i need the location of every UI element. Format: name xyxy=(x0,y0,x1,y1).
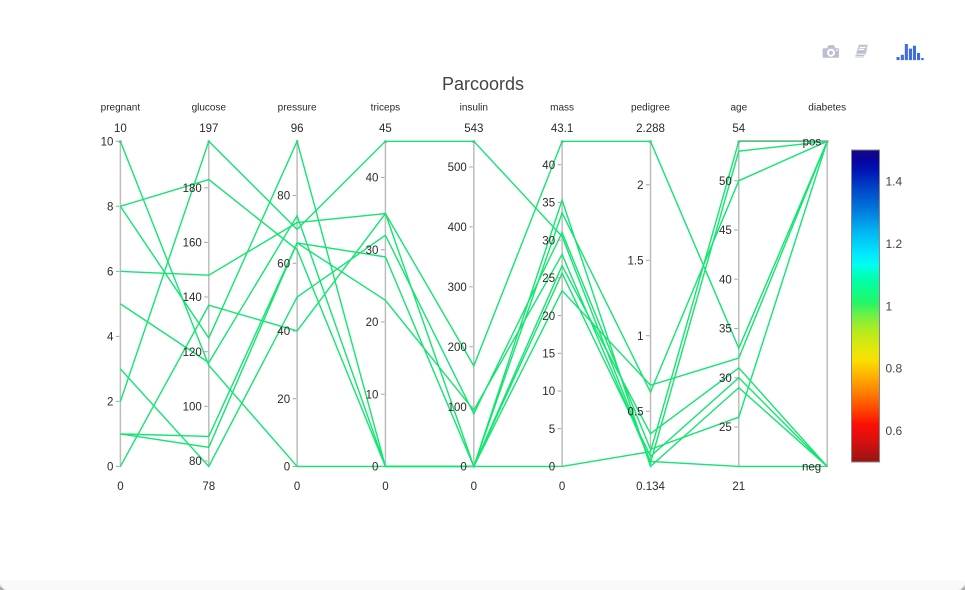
svg-text:glucose: glucose xyxy=(192,103,227,114)
svg-text:0: 0 xyxy=(372,462,378,474)
svg-text:80: 80 xyxy=(277,191,290,203)
svg-text:pedigree: pedigree xyxy=(631,103,670,114)
svg-text:500: 500 xyxy=(448,162,467,174)
svg-text:40: 40 xyxy=(542,160,555,172)
svg-text:20: 20 xyxy=(277,394,290,406)
svg-text:78: 78 xyxy=(202,481,215,493)
svg-text:35: 35 xyxy=(542,198,555,210)
svg-text:543: 543 xyxy=(464,123,483,135)
svg-text:200: 200 xyxy=(448,342,467,354)
svg-text:54: 54 xyxy=(732,123,745,135)
svg-text:30: 30 xyxy=(719,373,732,385)
svg-text:triceps: triceps xyxy=(371,103,400,114)
svg-text:100: 100 xyxy=(448,402,467,414)
svg-text:neg: neg xyxy=(802,462,821,474)
svg-text:45: 45 xyxy=(719,225,732,237)
svg-text:45: 45 xyxy=(379,123,392,135)
svg-text:40: 40 xyxy=(277,326,290,338)
svg-text:6: 6 xyxy=(107,267,113,279)
svg-text:30: 30 xyxy=(542,235,555,247)
svg-text:10: 10 xyxy=(542,386,555,398)
svg-text:100: 100 xyxy=(183,402,202,414)
svg-text:4: 4 xyxy=(107,332,114,344)
svg-text:mass: mass xyxy=(550,103,574,114)
svg-text:197: 197 xyxy=(199,123,218,135)
svg-text:0: 0 xyxy=(294,481,300,493)
svg-text:180: 180 xyxy=(183,183,202,195)
svg-text:60: 60 xyxy=(277,258,290,270)
svg-text:40: 40 xyxy=(366,173,379,185)
svg-text:0: 0 xyxy=(471,481,477,493)
svg-text:pos: pos xyxy=(803,137,822,149)
svg-text:10: 10 xyxy=(114,123,127,135)
svg-text:140: 140 xyxy=(183,292,202,304)
svg-text:0: 0 xyxy=(549,462,555,474)
svg-text:120: 120 xyxy=(183,347,202,359)
svg-text:40: 40 xyxy=(719,274,732,286)
svg-text:10: 10 xyxy=(101,137,114,149)
svg-text:10: 10 xyxy=(366,389,379,401)
svg-text:0.5: 0.5 xyxy=(628,406,644,418)
svg-text:Parcoords: Parcoords xyxy=(442,74,524,94)
svg-text:age: age xyxy=(730,103,747,114)
svg-text:2: 2 xyxy=(637,180,643,192)
svg-text:1.5: 1.5 xyxy=(628,255,644,267)
svg-text:20: 20 xyxy=(542,311,555,323)
svg-text:0: 0 xyxy=(460,462,466,474)
svg-text:1.2: 1.2 xyxy=(886,237,903,251)
svg-text:8: 8 xyxy=(107,202,113,214)
svg-text:30: 30 xyxy=(366,245,379,257)
svg-text:0: 0 xyxy=(284,462,290,474)
svg-text:2.288: 2.288 xyxy=(636,123,665,135)
svg-text:0: 0 xyxy=(117,481,123,493)
svg-text:50: 50 xyxy=(719,176,732,188)
svg-text:35: 35 xyxy=(719,324,732,336)
svg-text:0: 0 xyxy=(382,481,388,493)
svg-text:diabetes: diabetes xyxy=(808,103,846,114)
svg-text:96: 96 xyxy=(291,123,304,135)
svg-text:1.4: 1.4 xyxy=(886,175,903,189)
svg-text:21: 21 xyxy=(732,481,745,493)
svg-text:insulin: insulin xyxy=(460,103,488,114)
svg-text:5: 5 xyxy=(549,424,555,436)
svg-text:pressure: pressure xyxy=(278,103,317,114)
svg-text:1: 1 xyxy=(637,331,643,343)
svg-text:20: 20 xyxy=(366,317,379,329)
svg-text:2: 2 xyxy=(107,397,113,409)
svg-text:25: 25 xyxy=(719,422,732,434)
svg-text:0: 0 xyxy=(107,462,113,474)
svg-text:0.6: 0.6 xyxy=(886,424,903,438)
svg-text:400: 400 xyxy=(448,222,467,234)
svg-text:80: 80 xyxy=(189,456,202,468)
svg-text:0: 0 xyxy=(559,481,565,493)
svg-text:15: 15 xyxy=(542,349,555,361)
svg-text:0.8: 0.8 xyxy=(886,362,903,376)
svg-text:300: 300 xyxy=(448,282,467,294)
svg-text:0.134: 0.134 xyxy=(636,481,665,493)
svg-text:pregnant: pregnant xyxy=(101,103,141,114)
svg-text:25: 25 xyxy=(542,273,555,285)
svg-text:43.1: 43.1 xyxy=(551,123,573,135)
svg-text:160: 160 xyxy=(183,238,202,250)
svg-text:1: 1 xyxy=(886,299,893,313)
